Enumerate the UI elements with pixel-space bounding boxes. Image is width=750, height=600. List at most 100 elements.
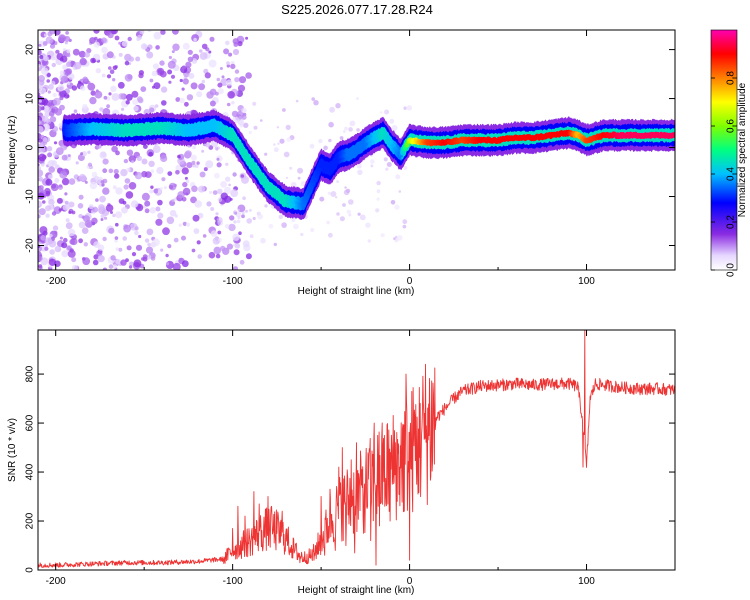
noise-blob (186, 162, 193, 169)
noise-blob (380, 233, 385, 238)
noise-blob (233, 210, 238, 215)
noise-blob (343, 130, 346, 133)
colorbar: 0.0 0.2 0.4 0.6 0.8 Normalized spectral ampl… (710, 29, 748, 277)
noise-blob (137, 174, 142, 179)
noise-blob (84, 52, 90, 58)
noise-blob (380, 111, 383, 114)
x-tick-label: 100 (578, 276, 595, 287)
noise-blob (237, 208, 240, 212)
noise-blob (190, 154, 197, 161)
noise-blob (111, 145, 118, 153)
noise-blob (126, 167, 131, 173)
noise-blob (150, 256, 156, 261)
noise-blob (214, 146, 219, 151)
noise-blob (80, 152, 84, 156)
noise-blob (215, 212, 219, 216)
noise-blob (215, 253, 221, 259)
noise-blob (148, 151, 154, 157)
noise-blob (395, 235, 398, 239)
noise-blob (125, 191, 134, 199)
noise-blob (226, 61, 230, 66)
noise-blob (163, 186, 167, 190)
noise-blob (295, 99, 299, 103)
noise-blob (348, 127, 353, 132)
noise-blob (47, 90, 51, 94)
noise-blob (87, 150, 91, 154)
noise-blob (60, 75, 69, 84)
noise-blob (217, 188, 223, 195)
noise-blob (162, 227, 170, 236)
noise-blob (357, 212, 361, 216)
noise-blob (159, 60, 165, 66)
noise-blob (168, 80, 172, 84)
noise-blob (239, 123, 244, 128)
noise-blob (179, 78, 183, 83)
noise-blob (54, 178, 60, 183)
noise-blob (376, 197, 380, 201)
noise-blob (219, 67, 223, 70)
noise-blob (102, 187, 110, 195)
noise-blob (359, 214, 366, 221)
noise-blob (59, 70, 65, 76)
noise-blob (82, 257, 91, 266)
noise-blob (63, 237, 68, 243)
noise-blob (152, 145, 161, 154)
noise-blob (38, 49, 42, 56)
noise-blob (71, 257, 77, 263)
noise-blob (403, 106, 407, 110)
noise-blob (225, 176, 231, 182)
noise-blob (136, 37, 141, 42)
noise-blob (198, 83, 206, 91)
noise-blob (128, 56, 135, 62)
noise-blob (201, 79, 206, 84)
noise-blob (185, 179, 190, 184)
noise-blob (216, 162, 222, 168)
noise-blob (149, 207, 157, 214)
noise-blob (52, 92, 57, 98)
noise-blob (90, 57, 96, 64)
colorbar-tick-label: 0.6 (726, 119, 737, 133)
noise-blob (155, 45, 160, 50)
noise-blob (193, 37, 197, 42)
noise-blob (38, 43, 42, 47)
noise-blob (61, 154, 68, 161)
noise-blob (198, 185, 205, 193)
noise-blob (159, 70, 167, 78)
noise-blob (192, 214, 200, 222)
noise-blob (264, 204, 268, 208)
noise-blob (223, 186, 232, 194)
noise-blob (210, 207, 215, 211)
noise-blob (336, 212, 340, 216)
noise-blob (38, 214, 41, 219)
noise-blob (161, 100, 167, 106)
noise-blob (71, 210, 76, 215)
noise-blob (277, 142, 280, 145)
noise-blob (64, 41, 68, 45)
noise-blob (44, 237, 53, 245)
noise-blob (40, 235, 47, 241)
noise-blob (48, 233, 53, 238)
noise-blob (144, 208, 150, 214)
noise-blob (144, 200, 151, 207)
noise-blob (81, 227, 89, 234)
noise-blob (370, 159, 375, 164)
noise-blob (96, 250, 103, 257)
noise-blob (397, 235, 403, 241)
noise-blob (209, 36, 215, 42)
noise-blob (38, 176, 43, 182)
noise-blob (173, 237, 179, 243)
noise-blob (145, 246, 154, 254)
noise-blob (166, 216, 175, 225)
noise-blob (38, 125, 44, 134)
noise-blob (58, 34, 66, 42)
noise-blob (386, 162, 392, 167)
noise-blob (99, 195, 106, 203)
noise-blob (212, 190, 218, 196)
x-tick-label: -200 (46, 576, 66, 587)
noise-blob (101, 183, 105, 187)
noise-blob (118, 247, 123, 252)
colorbar-tick-label: 0.2 (726, 215, 737, 229)
colorbar-tick-label: 0.0 (726, 263, 737, 277)
noise-blob (141, 257, 145, 261)
noise-blob (105, 204, 114, 212)
